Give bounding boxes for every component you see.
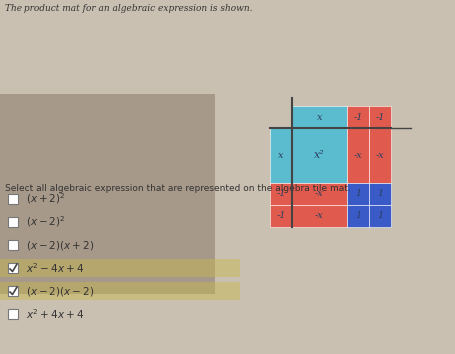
Bar: [368, 128, 390, 183]
Bar: [291, 183, 346, 205]
Text: -x: -x: [314, 211, 323, 221]
Bar: [8, 240, 18, 250]
Bar: [291, 106, 346, 128]
Bar: [291, 128, 346, 183]
Text: 1: 1: [376, 211, 382, 221]
Bar: [269, 205, 291, 227]
Text: $(x - 2)^2$: $(x - 2)^2$: [26, 215, 66, 229]
Text: 1: 1: [354, 189, 360, 199]
Bar: [8, 263, 18, 273]
Text: 1: 1: [376, 189, 382, 199]
Text: $(x - 2)(x + 2)$: $(x - 2)(x + 2)$: [26, 239, 94, 251]
Text: -1: -1: [374, 113, 384, 121]
Text: $x^2 - 4x + 4$: $x^2 - 4x + 4$: [26, 261, 84, 275]
Text: $(x + 2)^2$: $(x + 2)^2$: [26, 192, 66, 206]
Bar: [269, 183, 291, 205]
Text: -x: -x: [353, 151, 362, 160]
Text: Select all algebraic expression that are represented on the algebra tile mat.: Select all algebraic expression that are…: [5, 184, 350, 193]
Bar: [0, 94, 214, 294]
Bar: [269, 128, 291, 183]
Bar: [346, 128, 368, 183]
Text: 1: 1: [354, 211, 360, 221]
Bar: [291, 205, 346, 227]
Bar: [0, 259, 239, 277]
Bar: [8, 217, 18, 227]
Text: $(x - 2)(x - 2)$: $(x - 2)(x - 2)$: [26, 285, 94, 297]
Text: x: x: [316, 113, 322, 121]
Text: -1: -1: [353, 113, 362, 121]
Text: $x^2 + 4x + 4$: $x^2 + 4x + 4$: [26, 307, 84, 321]
Bar: [368, 106, 390, 128]
Text: -x: -x: [314, 189, 323, 199]
Text: The product mat for an algebraic expression is shown.: The product mat for an algebraic express…: [5, 4, 252, 13]
Bar: [346, 106, 368, 128]
Bar: [8, 194, 18, 204]
Text: x²: x²: [313, 150, 324, 160]
Bar: [368, 183, 390, 205]
Bar: [8, 286, 18, 296]
Text: -1: -1: [276, 189, 285, 199]
Bar: [0, 282, 239, 300]
Text: -x: -x: [375, 151, 384, 160]
Bar: [8, 309, 18, 319]
Bar: [346, 205, 368, 227]
Bar: [368, 205, 390, 227]
Text: -1: -1: [276, 211, 285, 221]
Bar: [346, 183, 368, 205]
Text: x: x: [278, 151, 283, 160]
